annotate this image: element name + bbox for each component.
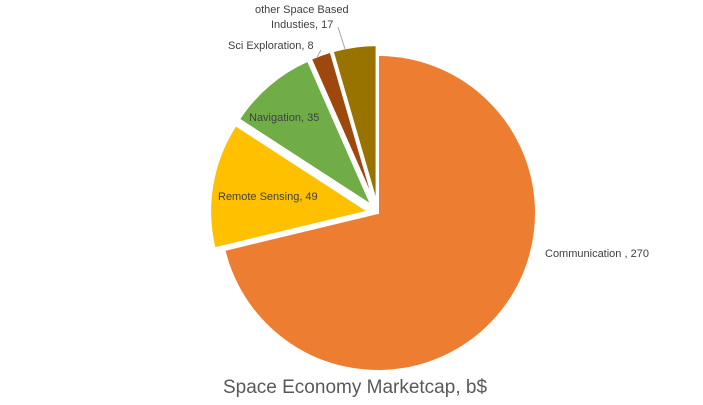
pie-slice-remote-sensing xyxy=(209,123,371,250)
data-label-navigation: Navigation, 35 xyxy=(249,112,319,124)
pie-slice-other-space-based-industies xyxy=(331,44,378,204)
leader-line-other-industries xyxy=(337,26,346,50)
pie-slice-sci-exploration xyxy=(309,50,376,205)
data-label-remote-sensing: Remote Sensing, 49 xyxy=(218,191,318,203)
data-label-other-industries-line2: Industies, 17 xyxy=(271,19,333,31)
data-label-other-industries-line1: other Space Based xyxy=(255,4,349,16)
pie-slices xyxy=(209,44,537,372)
leader-line-sci-exploration xyxy=(316,49,322,58)
data-label-sci-exploration: Sci Exploration, 8 xyxy=(228,40,314,52)
data-label-communication: Communication , 270 xyxy=(545,248,649,260)
pie-slice-communication xyxy=(223,53,537,372)
pie-slice-navigation xyxy=(237,59,374,209)
chart-title: Space Economy Marketcap, b$ xyxy=(223,377,487,398)
